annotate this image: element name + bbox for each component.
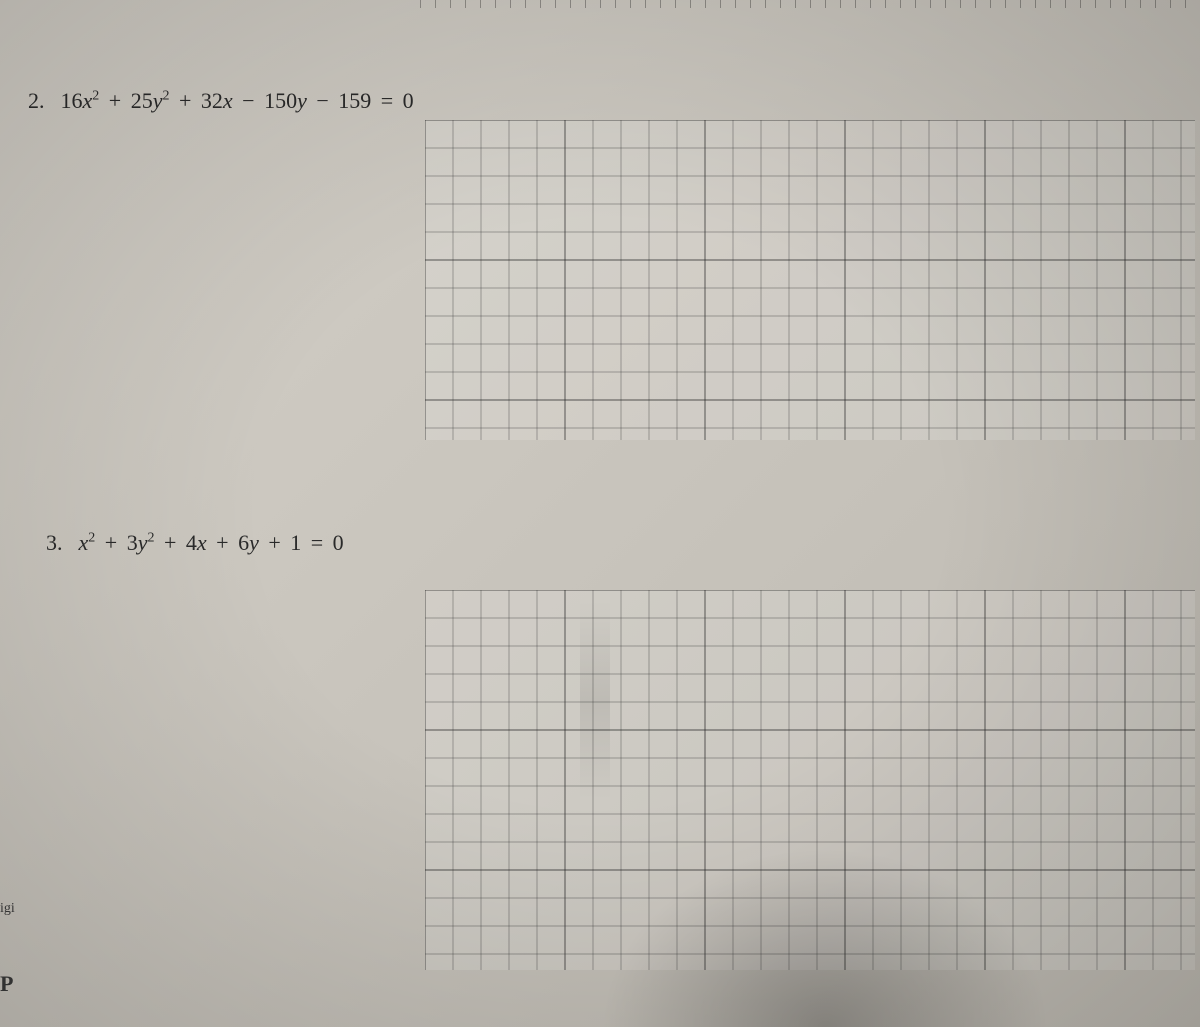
grid-svg-3 [425,590,1195,970]
top-ruler-marks [420,0,1200,8]
edge-text-fragment: igi [0,901,15,917]
graph-grid-2 [425,120,1195,440]
worksheet-page: 2. 16x2 + 25y2 + 32x − 150y − 159 = 0 3.… [0,0,1200,1027]
equation-3: x2 + 3y2 + 4x + 6y + 1 = 0 [79,530,344,556]
equation-2: 16x2 + 25y2 + 32x − 150y − 159 = 0 [61,88,414,114]
grid-svg-2 [425,120,1195,440]
problem-2: 2. 16x2 + 25y2 + 32x − 150y − 159 = 0 [28,88,414,114]
problem-number: 3. [46,530,63,556]
problem-3: 3. x2 + 3y2 + 4x + 6y + 1 = 0 [46,530,344,556]
problem-number: 2. [28,88,45,114]
graph-grid-3 [425,590,1195,970]
edge-text-fragment: P [0,971,13,997]
